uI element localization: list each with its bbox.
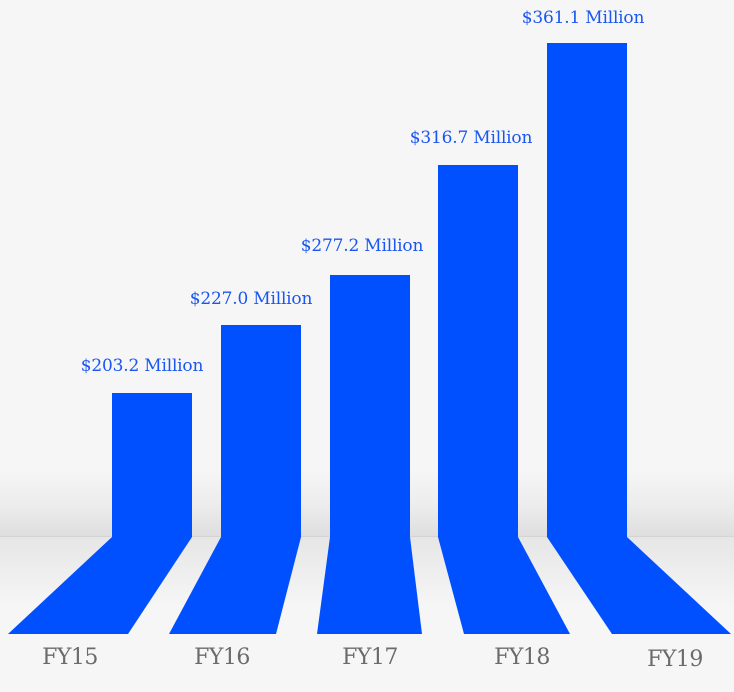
bar-fy16 <box>169 325 301 634</box>
bar-fy19-floor <box>547 537 731 634</box>
category-label-fy17: FY17 <box>342 645 398 670</box>
bar-fy15 <box>8 393 192 634</box>
bar-fy16-floor <box>169 537 301 634</box>
value-label-fy19: $361.1 Million <box>521 8 645 28</box>
category-label-fy16: FY16 <box>194 645 250 670</box>
bar-fy15-column <box>112 393 192 537</box>
category-label-fy19: FY19 <box>647 647 703 672</box>
category-label-fy15: FY15 <box>42 645 98 670</box>
value-label-fy15: $203.2 Million <box>80 356 204 376</box>
category-label-fy18: FY18 <box>494 645 550 670</box>
value-label-fy17: $277.2 Million <box>300 236 424 256</box>
bar-fy16-column <box>221 325 301 537</box>
value-label-fy16: $227.0 Million <box>189 289 313 309</box>
bar-fy17-column <box>330 275 410 537</box>
bar-fy19-column <box>547 43 627 537</box>
bar-fy18-floor <box>438 537 570 634</box>
bar-fy17-floor <box>317 537 422 634</box>
value-label-fy18: $316.7 Million <box>409 128 533 148</box>
bar-fy18 <box>438 165 570 634</box>
bar-fy15-floor <box>8 537 192 634</box>
bar-fy17 <box>317 275 422 634</box>
bar-fy19 <box>547 43 731 634</box>
bar-fy18-column <box>438 165 518 537</box>
